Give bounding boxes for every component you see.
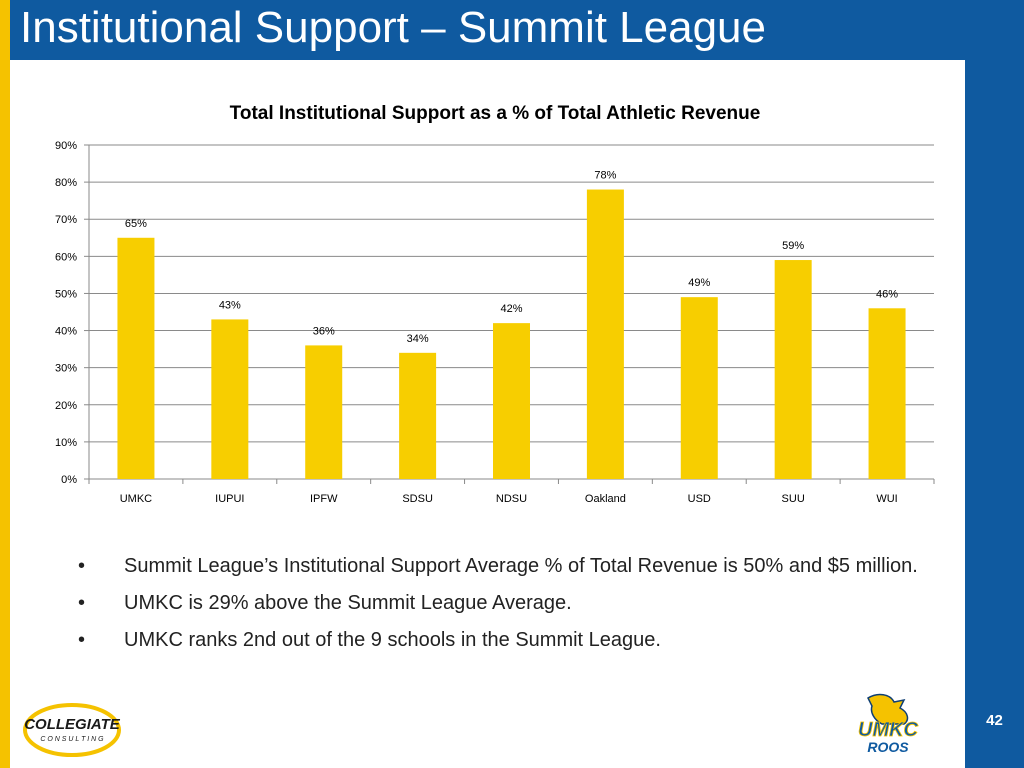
accent-stripe — [0, 0, 10, 768]
umkc-logo-line2: ROOS — [867, 739, 909, 755]
data-label: 65% — [125, 218, 147, 230]
chart-title: Total Institutional Support as a % of To… — [230, 103, 761, 124]
x-tick-label: SUU — [782, 493, 805, 505]
right-panel — [965, 0, 1024, 768]
bar-ndsu — [493, 323, 530, 479]
x-tick-label: USD — [688, 493, 711, 505]
x-tick-label: IPFW — [310, 493, 338, 505]
y-tick-label: 30% — [55, 363, 77, 375]
y-tick-label: 90% — [55, 140, 77, 152]
bar-sdsu — [399, 352, 437, 479]
data-label: 49% — [688, 277, 710, 289]
data-label: 46% — [876, 288, 898, 300]
bullet-list: • Summit League’s Institutional Support … — [70, 553, 950, 664]
data-label: 36% — [313, 325, 335, 337]
collegiate-consulting-logo: COLLEGIATE C O N S U L T I N G — [23, 703, 121, 757]
data-label: 43% — [219, 299, 241, 311]
y-tick-label: 40% — [55, 326, 77, 338]
data-label: 59% — [782, 240, 804, 252]
umkc-roos-logo: UMKC ROOS — [858, 693, 919, 755]
title-bar: Institutional Support – Summit League — [10, 0, 965, 60]
bullet-text: UMKC is 29% above the Summit League Aver… — [124, 592, 572, 614]
collegiate-logo-line1: COLLEGIATE — [24, 716, 121, 733]
x-tick-label: Oakland — [585, 493, 626, 505]
data-label: 34% — [407, 333, 429, 345]
bar-wui — [868, 308, 906, 479]
y-tick-label: 20% — [55, 400, 77, 412]
bar-umkc — [117, 237, 155, 479]
bullet-item: • UMKC ranks 2nd out of the 9 schools in… — [70, 627, 950, 654]
y-tick-label: 10% — [55, 437, 77, 449]
bullet-text: UMKC ranks 2nd out of the 9 schools in t… — [124, 629, 661, 651]
bar-suu — [774, 260, 812, 479]
x-tick-label: UMKC — [120, 493, 152, 505]
umkc-logo-line1: UMKC — [858, 719, 919, 741]
y-tick-label: 60% — [55, 251, 77, 263]
data-label: 42% — [500, 303, 522, 315]
x-tick-label: IUPUI — [215, 493, 244, 505]
data-label: 78% — [594, 170, 616, 182]
y-tick-label: 70% — [55, 214, 77, 226]
slide-title: Institutional Support – Summit League — [20, 3, 767, 52]
bullet-item: • Summit League’s Institutional Support … — [70, 553, 950, 580]
bullet-marker: • — [78, 629, 86, 651]
y-tick-label: 0% — [61, 474, 77, 486]
y-tick-label: 50% — [55, 288, 77, 300]
x-tick-label: WUI — [876, 493, 897, 505]
page-number: 42 — [986, 712, 1003, 729]
bullet-text: Summit League’s Institutional Support Av… — [124, 555, 918, 577]
bar-usd — [680, 297, 718, 479]
bullet-marker: • — [78, 592, 86, 614]
bullet-item: • UMKC is 29% above the Summit League Av… — [70, 590, 950, 617]
x-tick-label: SDSU — [402, 493, 433, 505]
collegiate-logo-line2: C O N S U L T I N G — [40, 736, 104, 743]
bullet-marker: • — [78, 555, 86, 577]
x-tick-label: NDSU — [496, 493, 527, 505]
y-tick-label: 80% — [55, 177, 77, 189]
bar-ipfw — [305, 345, 343, 479]
bar-chart: Total Institutional Support as a % of To… — [55, 103, 935, 505]
bar-iupui — [211, 319, 249, 479]
bar-oakland — [586, 189, 624, 480]
